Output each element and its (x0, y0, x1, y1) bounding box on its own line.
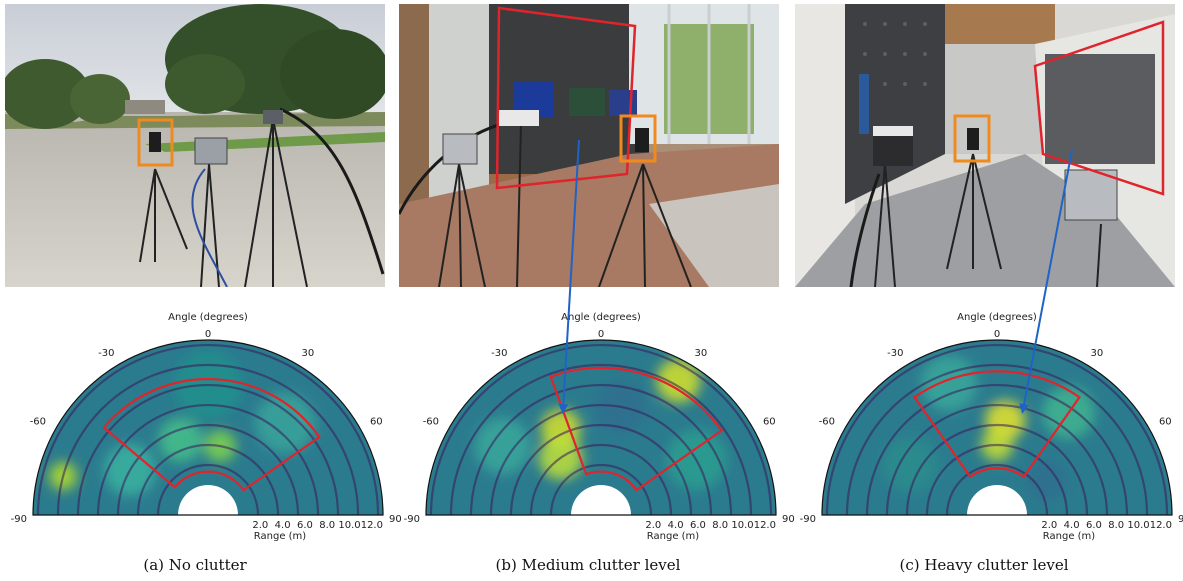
plot-frame (32, 339, 384, 516)
target-box (619, 114, 657, 163)
angle-tick-label: 30 (1091, 348, 1104, 359)
range-tick-label: 2.0 (252, 520, 268, 531)
reflector-outline (1033, 20, 1165, 196)
polar-plot: -90 -60 -30 0 30 60 90 Angle (degrees) 2.0 4.0 6.0… (0, 300, 402, 545)
photo-lobby-medium-clutter (399, 4, 779, 287)
angle-tick-label: 60 (1159, 417, 1172, 428)
photo-hallway-heavy-clutter (795, 4, 1175, 287)
angle-axis-title: Angle (degrees) (168, 312, 248, 323)
region-of-interest-sector (102, 377, 321, 492)
angle-tick-label: 0 (205, 329, 211, 340)
angle-axis-title: Angle (degrees) (957, 312, 1037, 323)
range-axis-title: Range (m) (647, 531, 700, 542)
angle-tick-label: 60 (370, 417, 383, 428)
angle-tick-label: 30 (695, 348, 708, 359)
range-tick-label: 2.0 (1041, 520, 1057, 531)
panel-b: -90 -60 -30 0 30 60 90 Angle (degrees) 2.0 4.0 6.0… (393, 0, 795, 581)
angle-tick-label: -60 (819, 417, 835, 428)
angle-axis-title: Angle (degrees) (561, 312, 641, 323)
target-box (953, 114, 991, 163)
panel-a: -90 -60 -30 0 30 60 90 Angle (degrees) 2.0 4.0 6.0… (0, 0, 402, 581)
range-tick-label: 4.0 (1064, 520, 1080, 531)
angle-tick-label: -60 (423, 417, 439, 428)
photo-outdoor-no-clutter (5, 4, 385, 287)
target-box (137, 118, 174, 167)
range-tick-label: 6.0 (297, 520, 313, 531)
range-tick-label: 8.0 (1108, 520, 1124, 531)
range-tick-label: 6.0 (1086, 520, 1102, 531)
range-tick-label: 8.0 (712, 520, 728, 531)
range-tick-label: 10.0 (338, 520, 360, 531)
plot-frame (425, 339, 777, 516)
range-axis-title: Range (m) (254, 531, 307, 542)
range-tick-label: 10.0 (1127, 520, 1149, 531)
panel-caption: (c) Heavy clutter level (899, 556, 1069, 574)
range-tick-label: 4.0 (275, 520, 291, 531)
angle-tick-label: -60 (30, 417, 46, 428)
angle-tick-label: 90 (782, 514, 795, 525)
polar-plot: -90 -60 -30 0 30 60 90 Angle (degrees) 2.0 4.0 6.0… (789, 300, 1183, 545)
angle-tick-label: 90 (1178, 514, 1183, 525)
angle-tick-label: 0 (598, 329, 604, 340)
angle-tick-label: -90 (404, 514, 420, 525)
panel-caption: (b) Medium clutter level (495, 556, 681, 574)
angle-tick-label: -30 (98, 348, 114, 359)
region-of-interest-sector (549, 366, 724, 492)
range-tick-label: 8.0 (319, 520, 335, 531)
range-tick-label: 12.0 (361, 520, 383, 531)
angle-tick-label: -30 (491, 348, 507, 359)
range-tick-label: 2.0 (645, 520, 661, 531)
plot-frame (821, 339, 1173, 516)
panel-caption: (a) No clutter (143, 556, 247, 574)
angle-tick-label: 60 (763, 417, 776, 428)
angle-tick-label: -90 (800, 514, 816, 525)
angle-tick-label: 0 (994, 329, 1000, 340)
angle-tick-label: 30 (302, 348, 315, 359)
panel-c: -90 -60 -30 0 30 60 90 Angle (degrees) 2.0 4.0 6.0… (789, 0, 1183, 581)
range-tick-label: 12.0 (754, 520, 776, 531)
angle-tick-label: -30 (887, 348, 903, 359)
range-axis-title: Range (m) (1043, 531, 1096, 542)
angle-tick-label: 90 (389, 514, 402, 525)
range-tick-label: 10.0 (731, 520, 753, 531)
heatmap (33, 340, 383, 515)
angle-tick-label: -90 (11, 514, 27, 525)
polar-plot: -90 -60 -30 0 30 60 90 Angle (degrees) 2.0 4.0 6.0… (393, 300, 795, 545)
reflector-outline (495, 6, 637, 190)
range-tick-label: 12.0 (1150, 520, 1172, 531)
range-tick-label: 6.0 (690, 520, 706, 531)
range-tick-label: 4.0 (668, 520, 684, 531)
